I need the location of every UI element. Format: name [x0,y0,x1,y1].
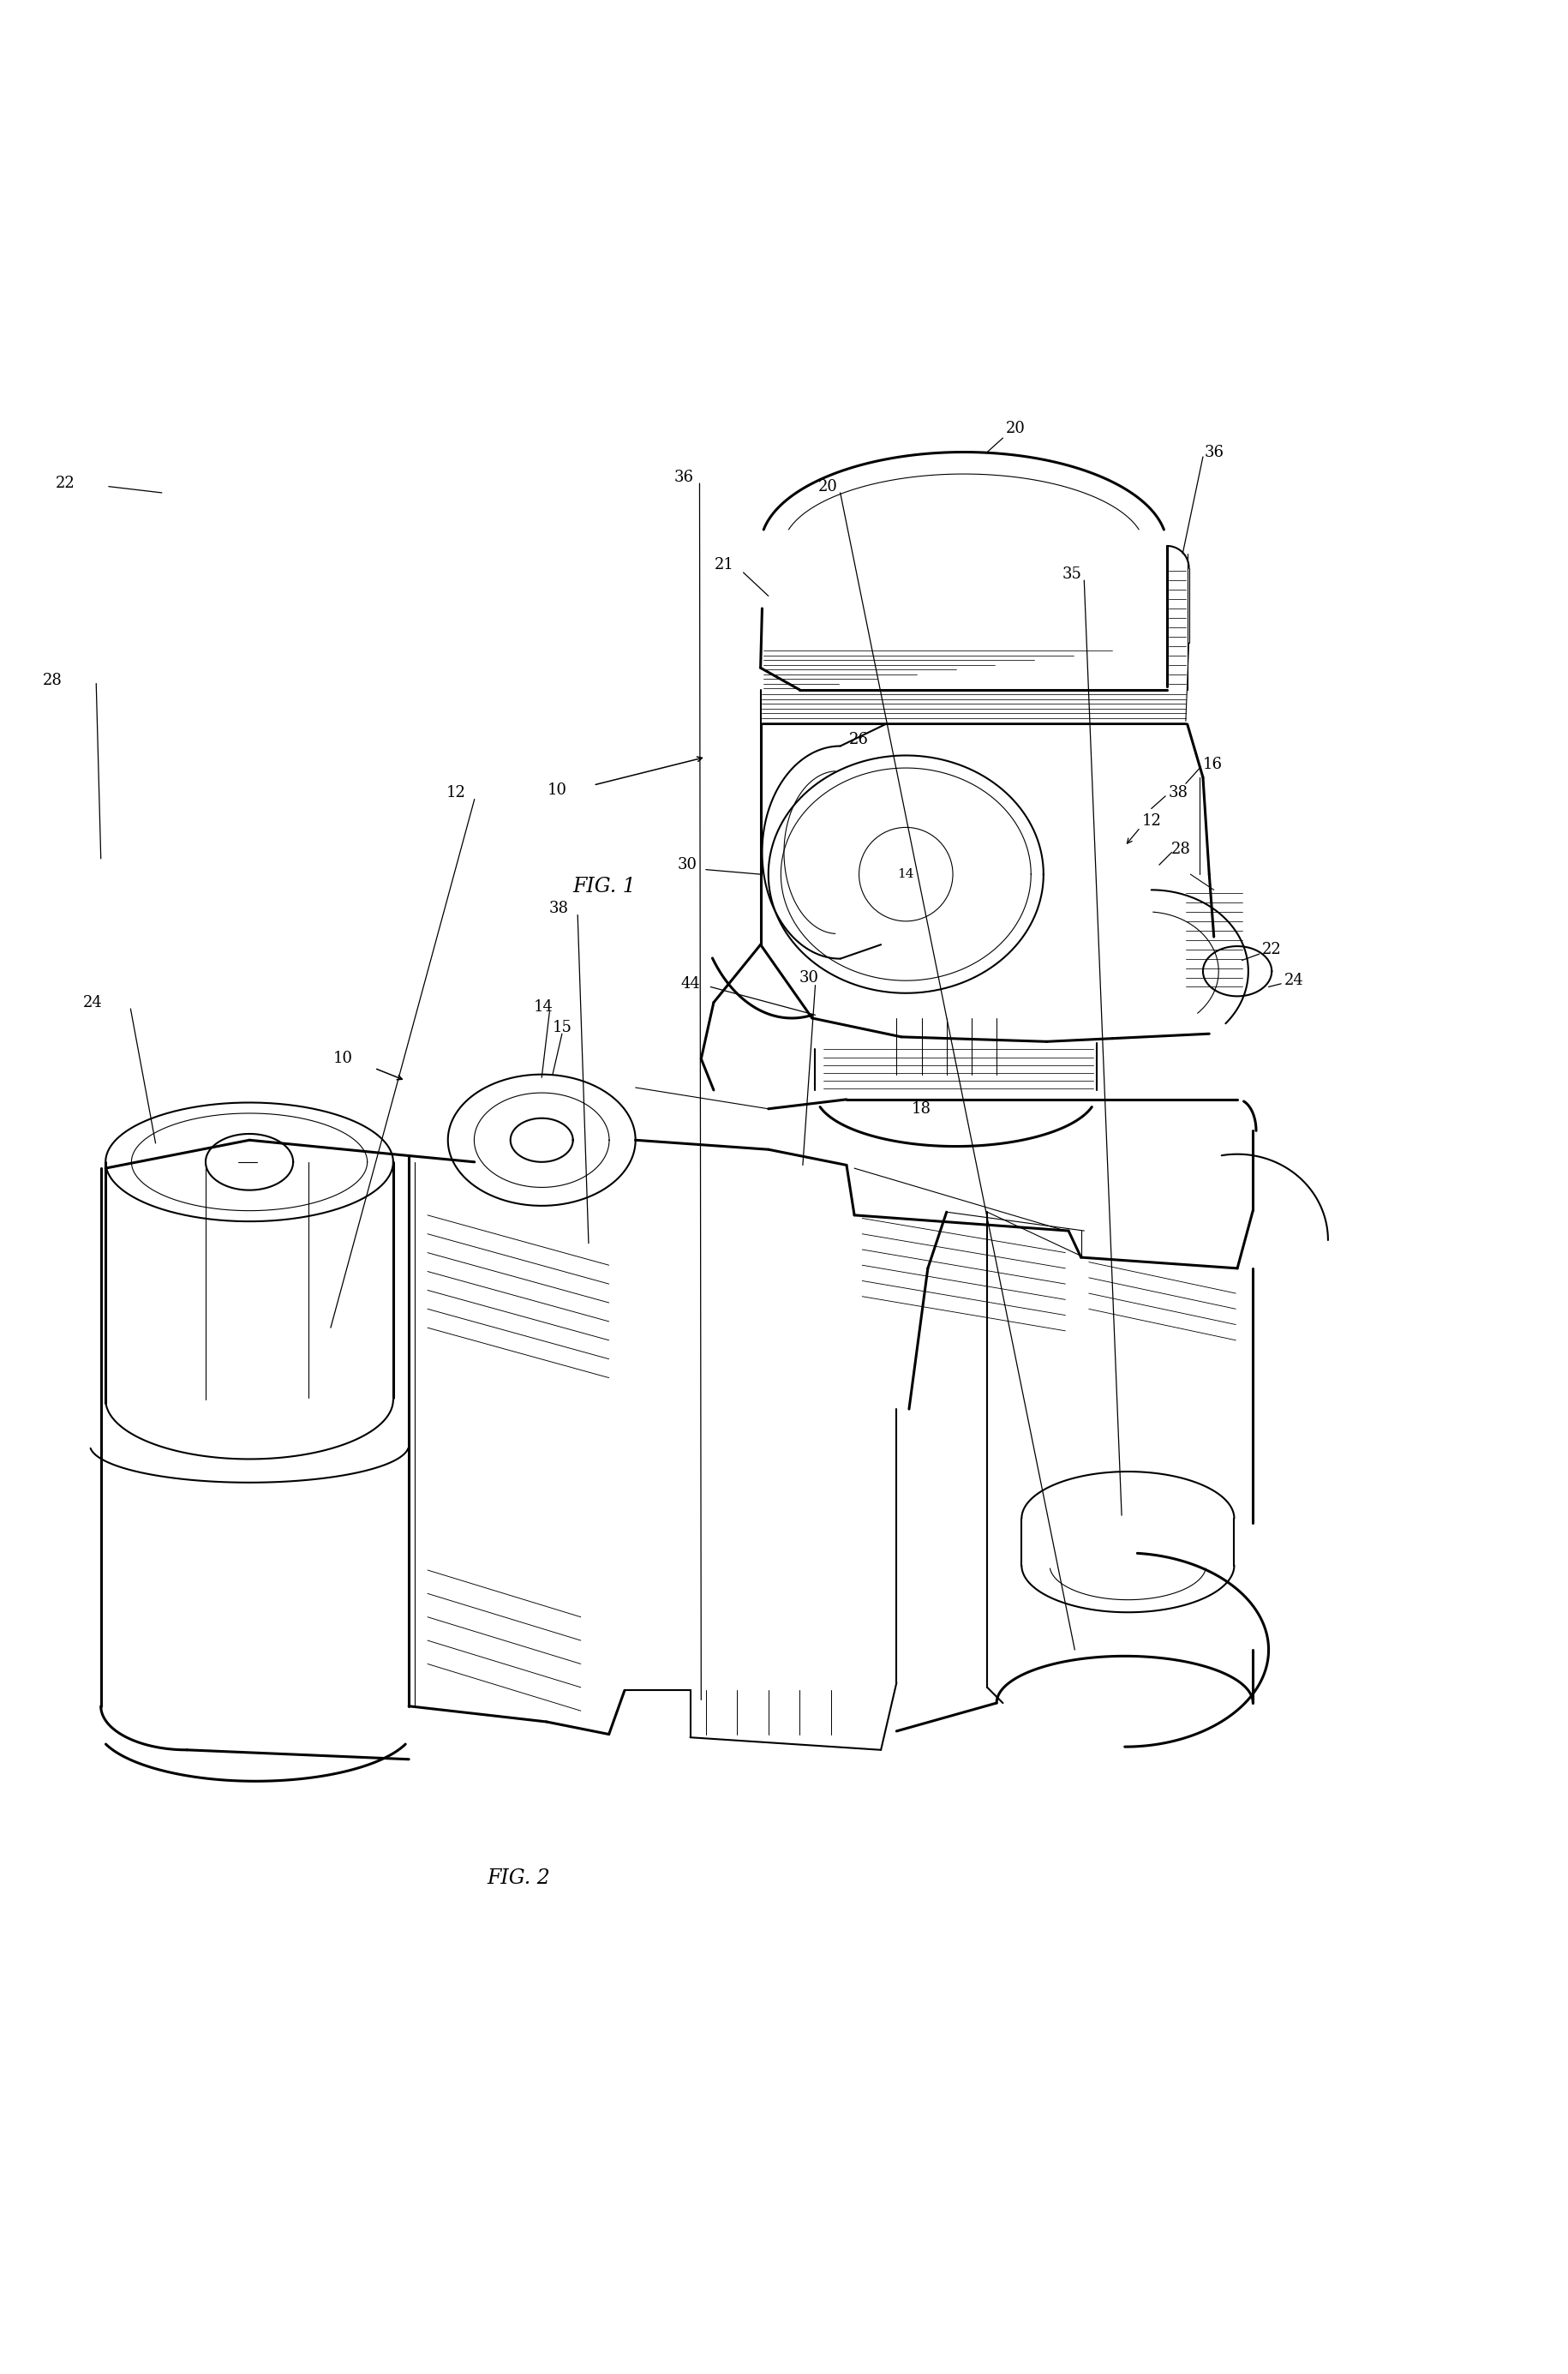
Text: 24: 24 [83,995,103,1011]
Text: 30: 30 [677,857,696,874]
Text: 12: 12 [445,786,466,800]
Text: 38: 38 [1168,786,1189,800]
Text: 18: 18 [911,1102,931,1116]
Text: 22: 22 [55,475,75,491]
Text: 10: 10 [334,1052,353,1066]
Text: 30: 30 [800,969,818,985]
Text: 36: 36 [674,470,693,484]
Text: 36: 36 [1204,444,1223,461]
Text: 15: 15 [552,1021,572,1035]
Text: 28: 28 [42,672,63,688]
Text: 16: 16 [1203,757,1221,772]
Text: 12: 12 [1142,814,1162,829]
Text: 20: 20 [818,480,837,494]
Text: 38: 38 [549,902,569,916]
Text: 28: 28 [1171,840,1190,857]
Text: 14: 14 [533,999,554,1016]
Text: 14: 14 [897,869,914,881]
Text: FIG. 2: FIG. 2 [486,1868,550,1887]
Text: 21: 21 [715,558,734,572]
Text: 26: 26 [850,731,869,748]
Text: 24: 24 [1284,973,1303,988]
Text: 10: 10 [547,781,568,798]
Text: 35: 35 [1062,567,1082,582]
Text: 22: 22 [1262,942,1281,957]
Text: FIG. 1: FIG. 1 [572,876,635,897]
Text: 20: 20 [1005,420,1025,437]
Text: 44: 44 [681,976,699,992]
